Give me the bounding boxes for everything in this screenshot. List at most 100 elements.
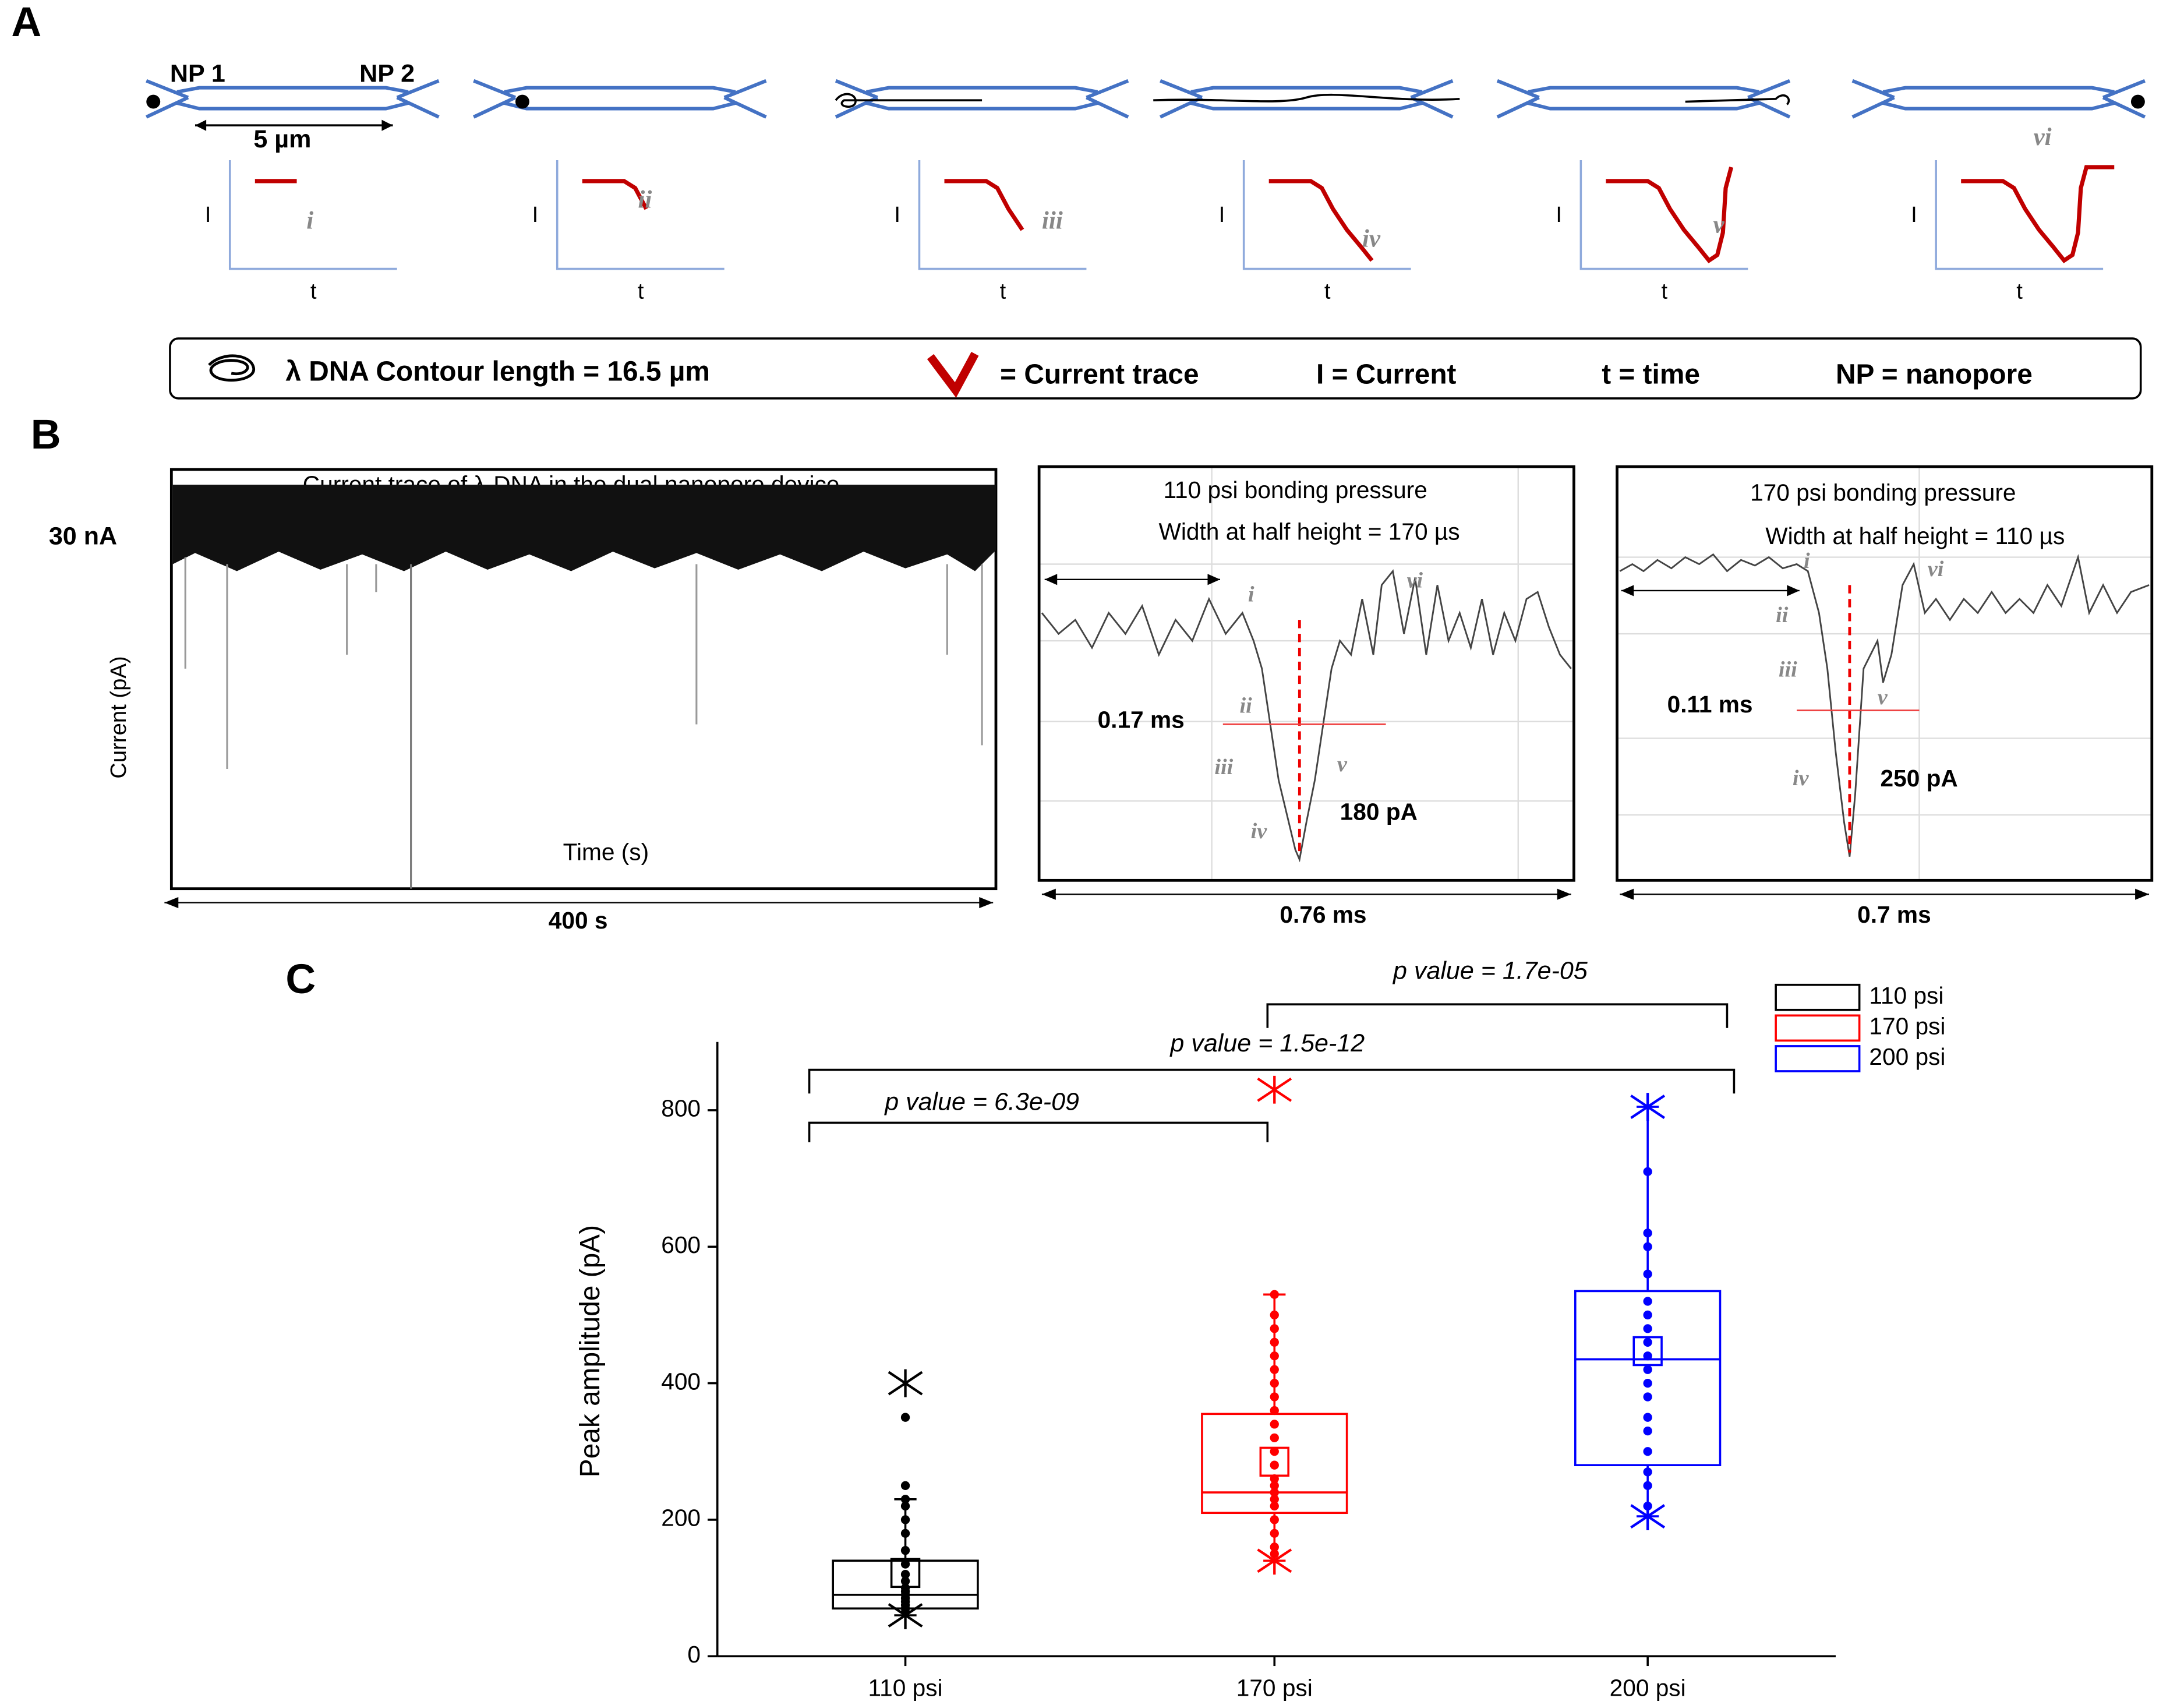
axis-label: t — [310, 278, 317, 303]
mini-axes — [1579, 160, 1748, 270]
axis-label: I — [894, 202, 900, 227]
scale-label: 5 µm — [253, 125, 311, 153]
point — [1270, 1433, 1279, 1442]
grid — [1618, 468, 2151, 879]
point — [1270, 1488, 1279, 1497]
y-tick-label: 400 — [661, 1368, 701, 1395]
p-value: p value = 6.3e-09 — [884, 1088, 1079, 1116]
noise-band — [172, 485, 996, 571]
significance-brackets — [808, 1003, 1736, 1142]
legend-box — [169, 337, 2142, 400]
level-label: 30 nA — [49, 522, 117, 550]
y-axis-label: Current (pA) — [106, 656, 131, 778]
point — [1643, 1269, 1652, 1279]
mini-axes — [1935, 160, 2104, 270]
dna — [2130, 94, 2145, 109]
stage-numeral: ii — [638, 186, 652, 214]
axis-label: I — [1556, 202, 1562, 227]
legend-time: t = time — [1602, 359, 1700, 390]
mini-axes — [228, 160, 397, 270]
stage-numeral: iv — [1362, 225, 1381, 253]
numeral: iii — [1779, 657, 1797, 682]
grid — [1040, 468, 1573, 879]
axis-label: I — [532, 202, 539, 227]
axis-label: t — [638, 278, 644, 303]
point — [1270, 1501, 1279, 1511]
legend-nanopore: NP = nanopore — [1836, 359, 2033, 390]
mean — [890, 1558, 921, 1588]
dna — [146, 94, 161, 109]
point — [1270, 1495, 1279, 1504]
point — [1643, 1467, 1652, 1477]
point — [1270, 1406, 1279, 1415]
point — [1643, 1337, 1652, 1347]
point — [1643, 1426, 1652, 1436]
point — [1643, 1242, 1652, 1251]
np2-label: NP 2 — [359, 60, 415, 88]
legend-trace: = Current trace — [1000, 359, 1199, 390]
y-tick-label: 600 — [661, 1231, 701, 1258]
axis-label: t — [1324, 278, 1331, 303]
point — [1643, 1392, 1652, 1402]
span-label: 0.7 ms — [1857, 901, 1931, 928]
point — [1643, 1413, 1652, 1422]
numeral: ii — [1776, 603, 1789, 627]
amplitude-label: 250 pA — [1880, 765, 1957, 792]
point — [1643, 1365, 1652, 1374]
numeral: i — [1804, 549, 1810, 573]
x-axis-label: Time (s) — [563, 839, 649, 866]
x-tick-label: 200 psi — [1610, 1674, 1686, 1701]
point — [1270, 1324, 1279, 1333]
event-title: 170 psi bonding pressure — [1750, 479, 2016, 506]
numeral: vi — [1406, 568, 1423, 592]
half-width-label: 0.17 ms — [1098, 706, 1185, 733]
box-plot: 0 200 400 600 800 110 psi 110 psi 170 psi 170 ps… — [661, 982, 1945, 1701]
dna-icon — [208, 354, 255, 382]
nanochannel — [146, 79, 440, 119]
legend-dna: λ DNA Contour length = 16.5 µm — [285, 356, 709, 387]
spikes — [184, 557, 983, 889]
x-tick-label: 170 psi — [1236, 1674, 1313, 1701]
x-tick-label: 110 psi — [868, 1674, 943, 1701]
point — [1270, 1290, 1279, 1299]
point — [900, 1546, 910, 1555]
p-value: p value = 1.7e-05 — [1392, 957, 1588, 985]
trace-frame — [169, 468, 998, 891]
event-trace — [1619, 553, 2150, 857]
trace-icon — [927, 351, 979, 398]
numeral: vi — [1928, 557, 1944, 581]
event-trace — [1041, 569, 1572, 863]
point — [900, 1570, 910, 1579]
nanochannel — [472, 79, 767, 119]
point — [1270, 1392, 1279, 1402]
event-title: 110 psi bonding pressure — [1163, 476, 1427, 503]
legend-swatch — [1775, 983, 1861, 1011]
stage-numeral: i — [306, 207, 313, 234]
axis-label: t — [1662, 278, 1668, 303]
panel-label: B — [31, 411, 61, 458]
legend-swatch — [1775, 1014, 1861, 1042]
point — [900, 1495, 910, 1504]
y-tick-label: 0 — [687, 1641, 701, 1668]
numeral: iv — [1251, 819, 1268, 843]
event-frame — [1616, 465, 2154, 882]
half-width-label: 0.11 ms — [1667, 691, 1753, 718]
point — [900, 1559, 910, 1569]
legend-label: 200 psi — [1869, 1043, 1945, 1070]
legend-swatch — [1775, 1045, 1861, 1072]
extreme — [1630, 1093, 1666, 1121]
duration-label: 400 s — [549, 907, 608, 934]
numeral: i — [1248, 582, 1254, 606]
stage-numeral: iii — [1042, 207, 1063, 234]
stages: It i It ii It iii It iv It v It vi — [146, 79, 2146, 303]
mean — [1632, 1336, 1663, 1367]
axis-label: I — [1219, 202, 1225, 227]
point — [900, 1515, 910, 1524]
nanochannel — [1851, 79, 2146, 119]
numeral: iii — [1214, 755, 1233, 779]
y-tick-label: 800 — [661, 1095, 701, 1122]
nanochannel — [1496, 79, 1791, 119]
mini-axes — [1242, 160, 1411, 270]
